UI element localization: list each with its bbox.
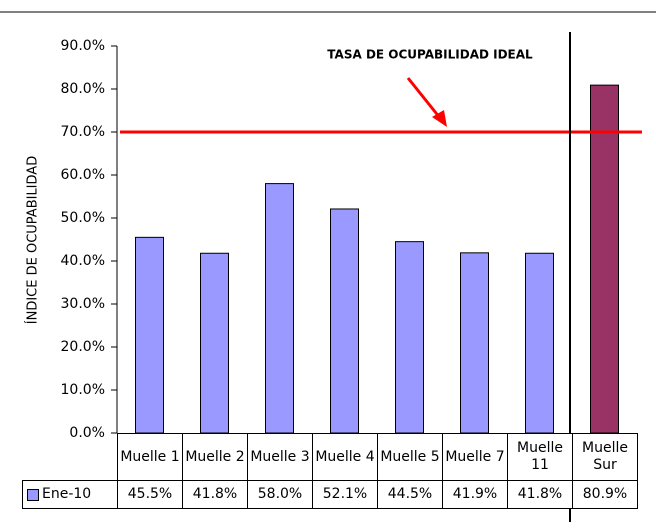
value-cell: 41.8% xyxy=(507,480,573,509)
category-cell: Muelle Sur xyxy=(572,433,638,481)
arrow-shaft xyxy=(406,77,442,119)
value-cell: 44.5% xyxy=(377,480,443,509)
y-tick-label: 10.0% xyxy=(61,382,105,398)
bar xyxy=(330,208,359,434)
y-tick-label: 50.0% xyxy=(61,210,105,226)
value-cell: 52.1% xyxy=(312,480,378,509)
value-cell: 41.9% xyxy=(442,480,508,509)
category-cell: Muelle 1 xyxy=(117,433,183,481)
category-cell: Muelle 7 xyxy=(442,433,508,481)
y-tick-label: 20.0% xyxy=(61,339,105,355)
y-tick-label: 40.0% xyxy=(61,253,105,269)
y-tick-label: 0.0% xyxy=(69,425,105,441)
value-cell: 80.9% xyxy=(572,480,638,509)
y-tick-label: 70.0% xyxy=(61,124,105,140)
legend-label: Ene-10 xyxy=(42,486,92,502)
arrow-head xyxy=(432,110,447,127)
category-cell: Muelle 5 xyxy=(377,433,443,481)
value-cell: 45.5% xyxy=(117,480,183,509)
value-cell: 41.8% xyxy=(182,480,248,509)
y-tick-label: 90.0% xyxy=(61,38,105,54)
y-axis-label: ÍNDICE DE OCUPABILIDAD xyxy=(25,156,41,324)
bar xyxy=(590,84,619,434)
y-tick-label: 60.0% xyxy=(61,167,105,183)
legend-cell: Ene-10 xyxy=(22,480,118,509)
category-cell: Muelle 11 xyxy=(507,433,573,481)
legend-swatch xyxy=(27,488,39,501)
category-cell: Muelle 3 xyxy=(247,433,313,481)
bar xyxy=(135,236,164,434)
category-cell: Muelle 2 xyxy=(182,433,248,481)
bar xyxy=(200,252,229,434)
reference-label: TASA DE OCUPABILIDAD IDEAL xyxy=(327,48,533,62)
bar xyxy=(460,252,489,434)
category-cell: Muelle 4 xyxy=(312,433,378,481)
bar xyxy=(265,183,294,434)
value-cell: 58.0% xyxy=(247,480,313,509)
bar xyxy=(525,252,554,434)
y-tick-label: 30.0% xyxy=(61,296,105,312)
y-tick-label: 80.0% xyxy=(61,81,105,97)
bar xyxy=(395,241,424,434)
